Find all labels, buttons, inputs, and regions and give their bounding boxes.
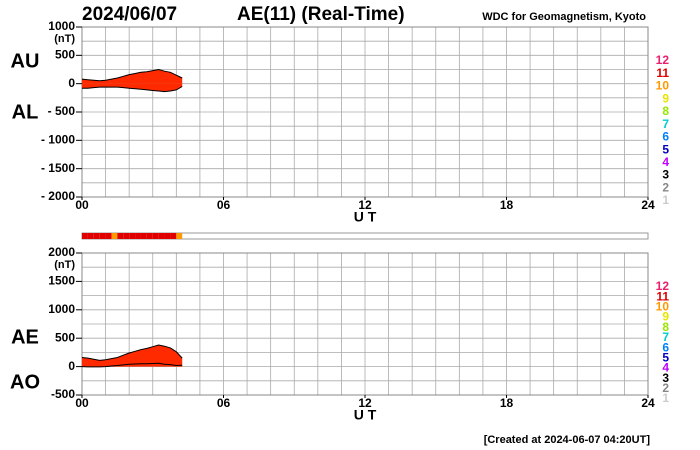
- line: [82, 86, 183, 93]
- station-legend: 2: [662, 381, 669, 395]
- station-legend: 4: [662, 361, 669, 375]
- station-count: [93, 233, 100, 239]
- station-count: [123, 233, 130, 239]
- station-count: [135, 233, 141, 239]
- y-tick-label: 500: [55, 330, 75, 344]
- y-unit: (nT): [54, 259, 75, 271]
- x-tick-label: 06: [217, 198, 231, 212]
- station-legend: 3: [662, 371, 669, 385]
- station-legend: 7: [662, 330, 669, 344]
- station-legend: 7: [662, 117, 669, 131]
- station-legend: 6: [662, 340, 669, 354]
- station-legend: 12: [656, 279, 670, 293]
- series-label: AE: [11, 326, 39, 348]
- line: [81, 362, 183, 368]
- station-count: [176, 233, 183, 239]
- title: AE(11) (Real-Time): [237, 4, 405, 25]
- y-tick-label: - 500: [48, 104, 76, 118]
- x-tick-label: 24: [641, 396, 655, 410]
- station-legend: 11: [656, 289, 669, 303]
- station-count: [146, 233, 153, 239]
- x-axis-label: U T: [354, 209, 377, 225]
- station-count: [129, 233, 136, 239]
- station-legend: 1: [662, 391, 669, 405]
- station-count: [105, 233, 112, 239]
- x-tick-label: 12: [358, 198, 372, 212]
- station-count: [82, 233, 88, 239]
- station-legend: 10: [656, 79, 670, 93]
- station-count: [152, 233, 159, 239]
- y-tick-label: 0: [68, 76, 75, 90]
- area: [82, 345, 183, 367]
- x-tick-label: 24: [641, 198, 655, 212]
- station-count: [87, 233, 94, 239]
- station-legend: 8: [662, 320, 669, 334]
- series-label: AO: [10, 371, 40, 393]
- x-tick-label: 00: [75, 198, 89, 212]
- y-tick-label: 0: [68, 359, 75, 373]
- x-tick-label: 18: [500, 198, 514, 212]
- station-count: [117, 233, 124, 239]
- y-tick-label: - 2000: [41, 189, 75, 203]
- station-legend: 5: [662, 350, 669, 364]
- source: WDC for Geomagnetism, Kyoto: [482, 11, 646, 23]
- station-count: [99, 233, 106, 239]
- station-count: [158, 233, 165, 239]
- y-tick-label: 1000: [48, 302, 75, 316]
- y-tick-label: 500: [55, 48, 75, 62]
- station-legend: 11: [656, 66, 669, 80]
- x-tick-label: 06: [217, 396, 231, 410]
- x-tick-label: 00: [75, 396, 89, 410]
- station-legend: 2: [662, 180, 669, 194]
- station-legend: 4: [662, 155, 669, 169]
- y-unit: (nT): [54, 33, 75, 45]
- date: 2024/06/07: [82, 4, 177, 25]
- station-legend: 8: [662, 104, 669, 118]
- station-count: [164, 233, 171, 239]
- y-tick-label: -500: [51, 387, 75, 401]
- station-legend: 1: [662, 193, 669, 207]
- y-tick-label: - 1500: [41, 161, 75, 175]
- station-legend: 6: [662, 130, 669, 144]
- series-label: AL: [12, 101, 39, 123]
- y-tick-label: 1000: [48, 19, 75, 33]
- station-legend: 9: [662, 91, 669, 105]
- x-axis-label: U T: [354, 407, 377, 423]
- y-tick-label: - 1000: [41, 133, 75, 147]
- station-legend: 12: [656, 53, 670, 67]
- series-label: AU: [11, 50, 40, 72]
- y-tick-label: 1500: [48, 274, 75, 288]
- line: [81, 344, 183, 361]
- x-tick-label: 18: [500, 396, 514, 410]
- station-legend: 5: [662, 142, 669, 156]
- station-legend: 10: [656, 300, 670, 314]
- station-count: [170, 233, 177, 239]
- station-count: [140, 233, 147, 239]
- station-count: [111, 233, 118, 239]
- line: [81, 68, 183, 82]
- x-tick-label: 12: [358, 396, 372, 410]
- station-legend: 3: [662, 168, 669, 182]
- footer: [Created at 2024-06-07 04:20UT]: [484, 434, 651, 446]
- area: [82, 83, 183, 92]
- station-legend: 9: [662, 310, 669, 324]
- y-tick-label: 2000: [48, 245, 75, 259]
